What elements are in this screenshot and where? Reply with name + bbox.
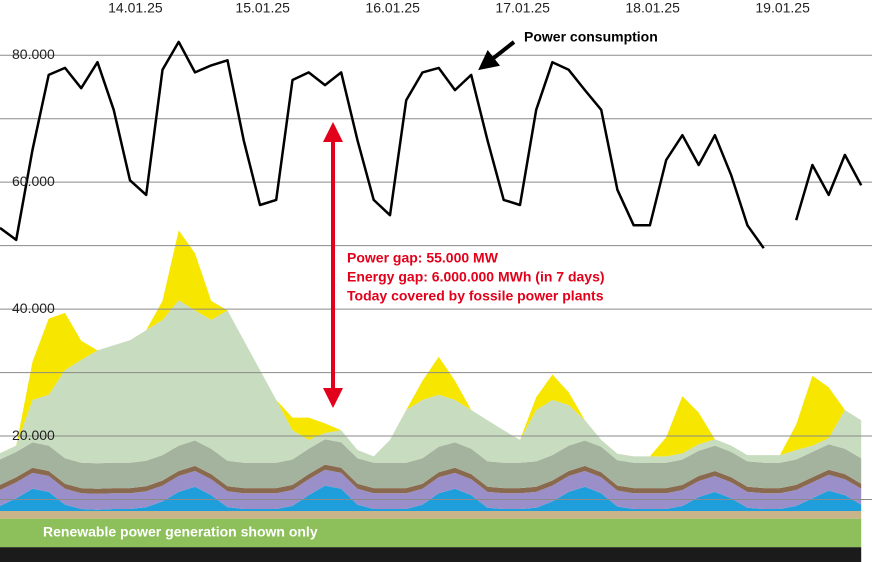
labels: 20.000 40.000 60.000 80.000 14.01.25 15.01.25… (12, 0, 810, 443)
area (0, 485, 862, 511)
annotation: Energy gap: 6.000.000 MWh (in 7 days) (347, 269, 605, 285)
annotation: Renewable power generation shown only (43, 524, 318, 540)
annotation: Power consumption (524, 29, 658, 45)
x-tick-label: 17.01.25 (495, 0, 550, 16)
pointer-arrow (478, 40, 516, 71)
grid (0, 54, 872, 501)
area (0, 439, 862, 489)
y-tick-label: 80.000 (12, 46, 55, 62)
x-tick-label: 15.01.25 (235, 0, 290, 16)
y-tick-label: 20.000 (12, 427, 55, 443)
area (0, 547, 862, 562)
y-tick-label: 40.000 (12, 300, 55, 316)
x-tick-label: 16.01.25 (365, 0, 420, 16)
y-tick-label: 60.000 (12, 173, 55, 189)
areas (0, 230, 862, 562)
x-tick-label: 18.01.25 (625, 0, 680, 16)
area (0, 518, 862, 548)
line (0, 40, 863, 249)
annotation: Today covered by fossile power plants (347, 288, 604, 304)
x-tick-label: 14.01.25 (108, 0, 163, 16)
lines (0, 40, 863, 249)
annotation: Power gap: 55.000 MW (347, 250, 499, 266)
area (0, 300, 862, 464)
x-tick-label: 19.01.25 (755, 0, 810, 16)
area (0, 511, 862, 519)
area (0, 464, 862, 494)
